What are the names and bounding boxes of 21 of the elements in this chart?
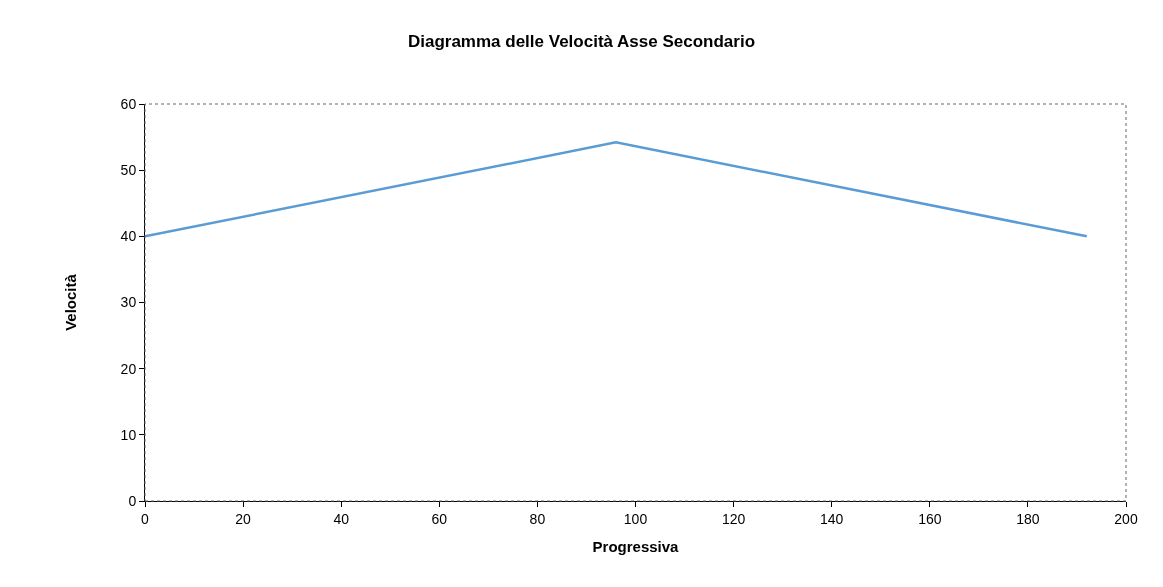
y-tick-label: 60: [120, 95, 137, 112]
x-tick-label: 160: [918, 510, 942, 527]
y-tick-label: 0: [128, 492, 137, 509]
y-tick-label: 30: [120, 294, 137, 311]
x-axis-title: Progressiva: [592, 537, 680, 555]
x-tick-label: 80: [529, 510, 546, 527]
y-axis-title: Velocità: [61, 273, 79, 331]
y-tick-label: 20: [120, 360, 137, 377]
x-tick-label: 20: [235, 510, 252, 527]
y-tick-label: 10: [120, 426, 137, 443]
x-tick-label: 40: [333, 510, 350, 527]
x-tick-label: 0: [141, 510, 150, 527]
x-tick-label: 100: [623, 510, 648, 527]
y-tick-label: 40: [120, 228, 137, 245]
x-tick-label: 60: [431, 510, 448, 527]
x-tick-label: 120: [721, 510, 746, 527]
x-tick-label: 140: [820, 510, 844, 527]
y-tick-label: 50: [120, 162, 137, 179]
x-tick-label: 200: [1114, 510, 1138, 527]
chart-title: Diagramma delle Velocità Asse Secondario: [407, 32, 756, 52]
x-tick-label: 180: [1016, 510, 1040, 527]
